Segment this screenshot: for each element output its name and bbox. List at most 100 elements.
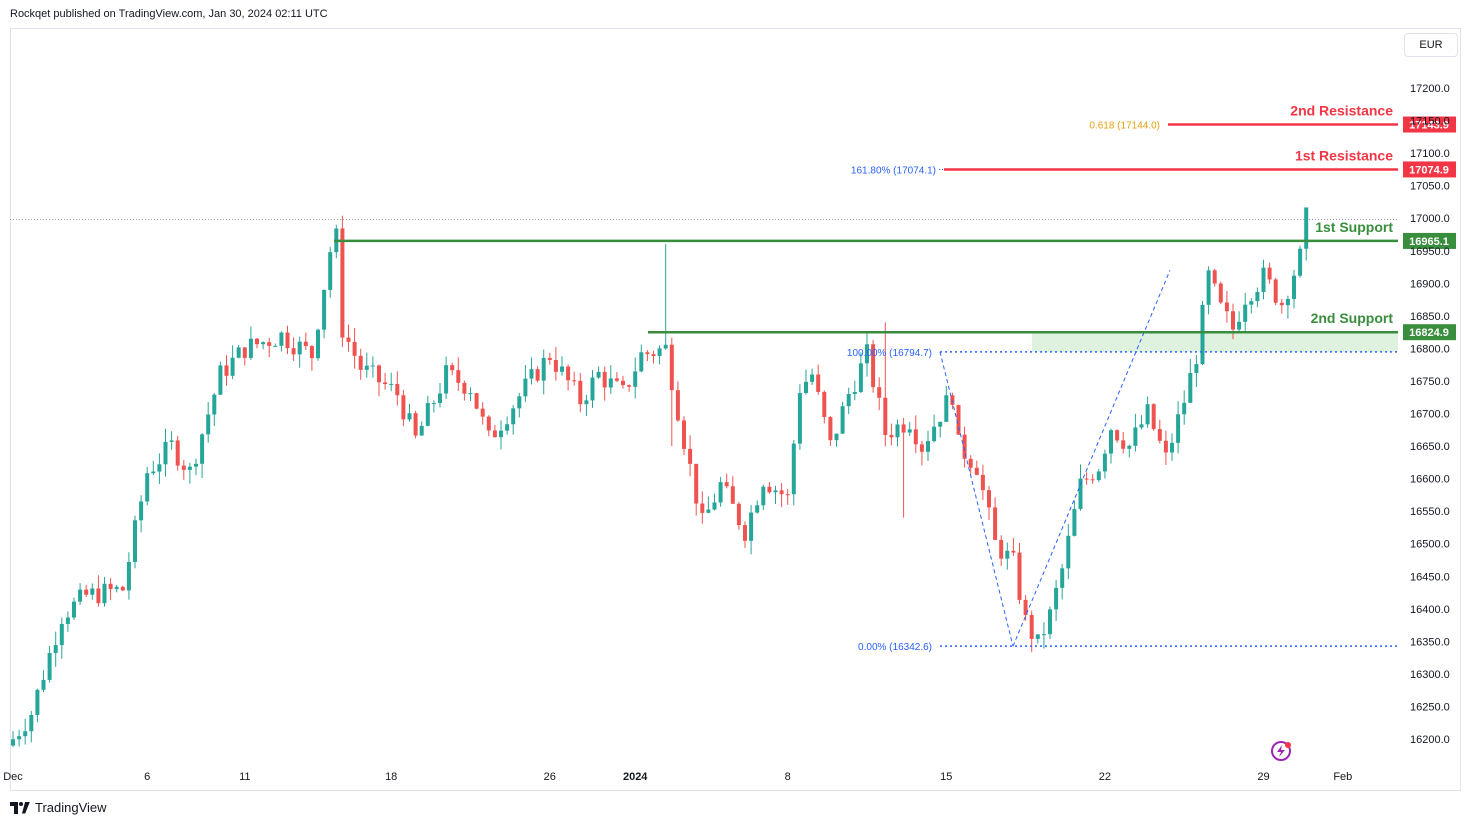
chart-frame bbox=[10, 28, 1461, 791]
candle-body bbox=[804, 381, 808, 394]
candle-body bbox=[1072, 509, 1077, 536]
time-tick-label: 8 bbox=[785, 771, 791, 783]
candle-body bbox=[267, 342, 272, 346]
candle-body bbox=[206, 414, 211, 435]
candle-body bbox=[785, 494, 790, 496]
candle-body bbox=[1041, 634, 1046, 636]
candle-body bbox=[480, 408, 485, 417]
candle-body bbox=[913, 429, 918, 445]
candle-body bbox=[956, 404, 961, 435]
fib-leg-up bbox=[1012, 270, 1171, 647]
candle-body bbox=[1218, 283, 1223, 303]
candle-body bbox=[383, 382, 388, 385]
candle-body bbox=[194, 463, 198, 467]
price-axis: 17200.0 17150.0 17100.0 17050.0 17000.0 16950… bbox=[1410, 83, 1450, 746]
candle-body bbox=[1023, 599, 1028, 616]
price-label-text: 16824.9 bbox=[1409, 327, 1449, 339]
fib-level-label: 0.618 (17144.0) bbox=[1089, 121, 1160, 132]
candle-body bbox=[590, 377, 595, 401]
candle-body bbox=[932, 426, 937, 442]
price-tick-label: 16600.0 bbox=[1410, 474, 1450, 486]
levels: 100.00% (16794.7) 0.00% (16342.6) 2nd Resi… bbox=[334, 103, 1456, 653]
candle-body bbox=[163, 441, 168, 465]
time-tick-label: 22 bbox=[1099, 771, 1111, 783]
candle-body bbox=[1084, 478, 1089, 480]
candle-body bbox=[1029, 615, 1034, 639]
candle-body bbox=[297, 341, 302, 355]
candle-body bbox=[907, 429, 912, 433]
tradingview-logo-icon bbox=[10, 801, 30, 814]
candle-body bbox=[596, 371, 601, 378]
candle-body bbox=[1182, 402, 1187, 415]
candle-body bbox=[974, 467, 979, 475]
candle-body bbox=[926, 441, 930, 452]
candle-body bbox=[151, 471, 156, 474]
candle-body bbox=[1292, 275, 1296, 299]
support-zone-rect bbox=[1032, 332, 1398, 352]
candle-body bbox=[126, 561, 131, 591]
price-tick-label: 16800.0 bbox=[1410, 343, 1450, 355]
candle-body bbox=[352, 341, 357, 356]
candle-body bbox=[1090, 479, 1095, 481]
candle-body bbox=[1054, 587, 1059, 610]
candle-body bbox=[1096, 471, 1101, 481]
candle-body bbox=[773, 490, 778, 493]
candle-body bbox=[1212, 270, 1217, 284]
candle-body bbox=[285, 332, 290, 349]
candle-body bbox=[572, 380, 577, 382]
candle-body bbox=[999, 539, 1004, 559]
price-tick-label: 16700.0 bbox=[1410, 409, 1450, 421]
time-axis: Dec 6 11 18 26 2024 8 15 22 29 Feb bbox=[3, 771, 1352, 783]
candle-body bbox=[175, 440, 180, 466]
candle-body bbox=[102, 583, 107, 604]
candle-body bbox=[41, 679, 46, 690]
candle-body bbox=[242, 347, 247, 358]
price-tick-label: 16400.0 bbox=[1410, 604, 1450, 616]
candle-body bbox=[797, 393, 802, 444]
price-tick-label: 17000.0 bbox=[1410, 213, 1450, 225]
candle-body bbox=[1139, 424, 1144, 428]
candle-body bbox=[663, 344, 668, 349]
candle-body bbox=[828, 416, 833, 441]
candle-body bbox=[90, 588, 95, 595]
candle-body bbox=[1267, 267, 1272, 280]
candle-body bbox=[578, 380, 583, 405]
time-tick-label: 29 bbox=[1257, 771, 1269, 783]
level-name: 1st Support bbox=[1315, 219, 1393, 235]
candle-body bbox=[505, 424, 510, 431]
footer-brand: TradingView bbox=[35, 800, 107, 815]
candle-body bbox=[450, 365, 455, 371]
candle-body bbox=[688, 448, 693, 464]
candle-body bbox=[425, 403, 430, 426]
candle-body bbox=[608, 378, 613, 388]
lightning-icon[interactable] bbox=[1270, 740, 1292, 762]
candle-body bbox=[535, 369, 540, 381]
candle-body bbox=[401, 395, 406, 420]
candle-body bbox=[730, 486, 735, 504]
price-tick-label: 17150.0 bbox=[1410, 116, 1450, 128]
candle-body bbox=[1005, 550, 1010, 559]
candle-body bbox=[987, 490, 991, 508]
price-label-box bbox=[1403, 116, 1456, 133]
candle-body bbox=[492, 430, 497, 438]
price-tick-label: 16650.0 bbox=[1410, 441, 1450, 453]
candle-body bbox=[72, 601, 76, 618]
candle-body bbox=[1273, 279, 1278, 303]
candle-body bbox=[718, 482, 723, 503]
candle-body bbox=[602, 371, 607, 388]
candle-body bbox=[749, 512, 754, 541]
candle-body bbox=[499, 430, 503, 438]
candle-body bbox=[200, 434, 205, 464]
currency-selector[interactable]: EUR bbox=[1404, 33, 1458, 57]
candle-body bbox=[444, 365, 449, 394]
price-tick-label: 17050.0 bbox=[1410, 181, 1450, 193]
candle-body bbox=[621, 380, 625, 386]
candle-body bbox=[883, 397, 888, 435]
candle-body bbox=[84, 589, 89, 595]
candle-body bbox=[840, 406, 845, 434]
candle-body bbox=[1127, 445, 1132, 449]
time-tick-label: 2024 bbox=[623, 771, 648, 783]
candle-body bbox=[694, 463, 699, 504]
candle-body bbox=[468, 393, 473, 395]
